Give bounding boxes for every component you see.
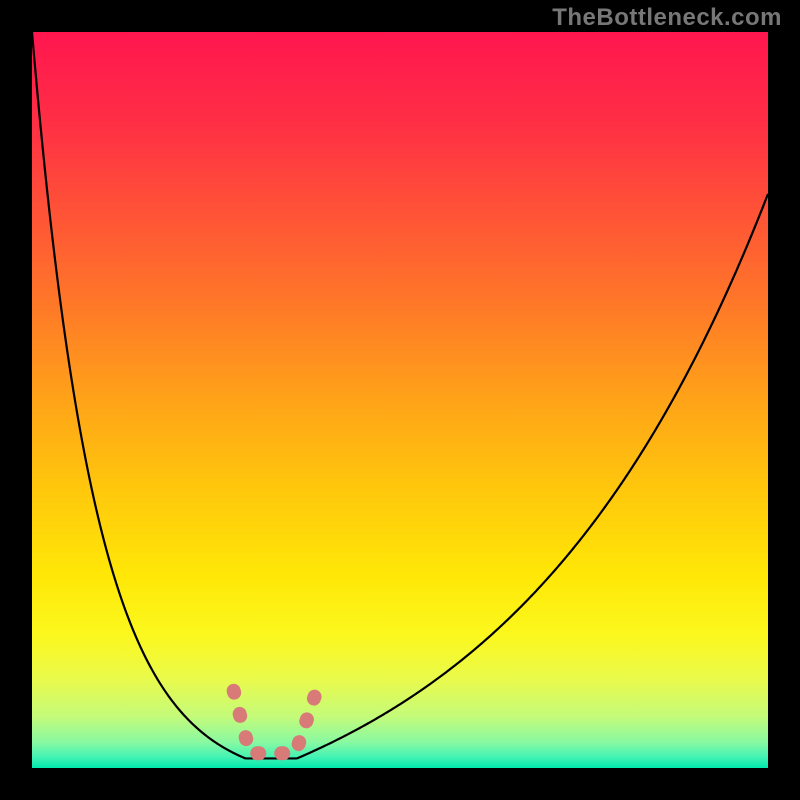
watermark-text: TheBottleneck.com [552,4,782,32]
figure-root: TheBottleneck.com [0,0,800,800]
plot-area [32,32,768,768]
bottleneck-curve [32,32,768,758]
bottom-marker [234,681,320,753]
curve-layer [32,32,768,768]
